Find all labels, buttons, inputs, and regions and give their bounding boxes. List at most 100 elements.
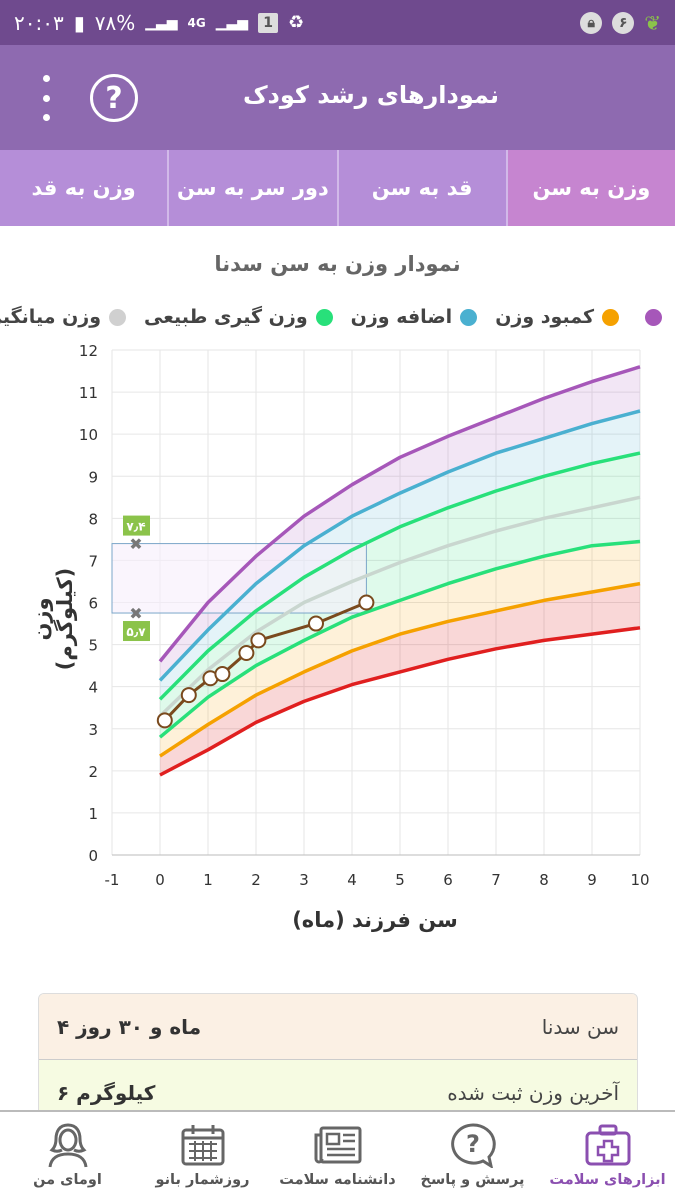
y-tick-label: 12 <box>79 342 98 360</box>
curve-p15 <box>159 581 641 758</box>
battery-icon: ▮ <box>73 10 85 35</box>
curve-p50 <box>158 495 641 718</box>
legend-item-normal[interactable]: وزن گیری طبیعی <box>144 306 333 328</box>
y-tick-label: 3 <box>88 721 98 739</box>
legend-item-underweight[interactable]: کمبود وزن <box>495 306 619 328</box>
curve-p3 <box>159 626 641 777</box>
y-tick-label: 0 <box>88 847 98 865</box>
measurement-point <box>358 594 375 611</box>
curve-p85 <box>158 409 641 682</box>
x-tick-label: 2 <box>251 871 261 889</box>
woman-avatar-icon <box>45 1120 91 1170</box>
x-tick-label: 1 <box>203 871 213 889</box>
x-tick-label: 4 <box>347 871 357 889</box>
overflow-menu-icon[interactable] <box>36 75 56 121</box>
nav-profile[interactable]: اومای من <box>0 1112 135 1202</box>
x-tick-label: 9 <box>587 871 597 889</box>
tab-weight-for-height[interactable]: وزن به قد <box>31 176 136 200</box>
nav-questions[interactable]: ? پرسش و پاسخ <box>405 1112 540 1202</box>
y-tick-label: 10 <box>79 426 98 444</box>
curve-p75 <box>158 451 641 701</box>
legend-dot-severe <box>645 308 662 326</box>
legend-label-average: وزن میانگین <box>0 306 102 328</box>
range-label-high: ۷٫۴ <box>126 520 145 534</box>
svg-text:?: ? <box>466 1130 480 1158</box>
y-tick-label: 4 <box>88 679 98 697</box>
nav-encyclopedia[interactable]: دانشنامه سلامت <box>270 1112 405 1202</box>
battery-level: ۷۸% <box>94 10 136 35</box>
curve-p25 <box>158 539 641 739</box>
bottom-navigation: ابزارهای سلامت ? پرسش و پاسخ دانشنامه سل… <box>0 1110 675 1202</box>
legend-dot-average <box>109 308 127 326</box>
x-tick-label: 6 <box>443 871 453 889</box>
question-bubble-icon: ? <box>449 1120 497 1170</box>
y-tick-label: 2 <box>88 763 98 781</box>
band-p25-p15 <box>160 541 640 757</box>
network-type: 4G <box>187 15 206 30</box>
recycle-icon: ♻ <box>288 12 305 33</box>
legend-dot-normal <box>315 308 333 326</box>
lock-icon: 🔒︎ <box>580 11 603 34</box>
measurement-point <box>308 615 324 632</box>
range-label-box-low <box>123 621 150 642</box>
legend-label-underweight: کمبود وزن <box>495 306 594 328</box>
help-icon[interactable]: ? <box>90 74 138 122</box>
chart-legend: کمبود وزن اضافه وزن وزن گیری طبیعی وزن م… <box>0 306 662 328</box>
age-value: ۴ ماه و ۳۰ روز <box>57 1014 202 1039</box>
range-marker-high: ✖ <box>129 535 142 554</box>
info-card: ۴ ماه و ۳۰ روز سن سدنا ۶ کیلوگرم آخرین و… <box>38 993 638 1127</box>
page-title: نمودارهای رشد کودک <box>242 81 499 109</box>
range-label-low: ۵٫۷ <box>126 625 146 639</box>
weight-label: آخرین وزن ثبت شده <box>447 1081 619 1105</box>
tab-height-for-age[interactable]: قد به سن <box>336 150 506 226</box>
y-tick-label: 1 <box>88 805 98 823</box>
y-tick-label: 11 <box>79 384 98 402</box>
legend-item-average[interactable]: وزن میانگین <box>0 306 127 328</box>
weight-value: ۶ کیلوگرم <box>57 1081 156 1105</box>
clock: ۲۰:۰۳ <box>14 10 64 35</box>
legend-dot-overweight <box>460 308 478 326</box>
measurement-point <box>156 712 173 729</box>
sim-badge: 1 <box>258 12 279 33</box>
measurement-point <box>250 632 267 649</box>
age-row: ۴ ماه و ۳۰ روز سن سدنا <box>39 994 637 1060</box>
tab-head-circumference-for-age[interactable]: دور سر به سن <box>167 150 336 226</box>
normal-range-box <box>111 543 367 614</box>
nav-calendar[interactable]: روزشمار بانو <box>135 1112 270 1202</box>
x-tick-label: -1 <box>105 871 120 889</box>
signal-icon: ▁▃▅ <box>145 14 178 31</box>
y-tick-label: 5 <box>88 637 98 655</box>
y-axis-title: وزن (کیلوگرم) <box>29 567 77 671</box>
nav-health-tools-label: ابزارهای سلامت <box>549 1172 666 1188</box>
signal-icon-2: ▁▃▅ <box>215 14 249 31</box>
age-label: سن سدنا <box>541 1014 619 1039</box>
measurement-point <box>214 666 231 683</box>
chart-title: نمودار وزن به سن سدنا <box>214 252 461 276</box>
tab-weight-for-age[interactable]: وزن به سن <box>505 150 675 226</box>
x-tick-label: 8 <box>539 871 549 889</box>
legend-label-overweight: اضافه وزن <box>350 306 453 328</box>
legend-dot-underweight <box>602 308 619 326</box>
x-tick-label: 7 <box>491 871 501 889</box>
y-tick-label: 8 <box>88 510 98 528</box>
status-bar: ۲۰:۰۳ ▮ ۷۸% ▁▃▅ 4G ▁▃▅ 1 ♻ 🔒︎ ۶ ❦ <box>0 0 675 45</box>
app-bar: ? نمودارهای رشد کودک <box>0 45 675 150</box>
nav-health-tools[interactable]: ابزارهای سلامت <box>540 1112 675 1202</box>
x-tick-label: 10 <box>630 871 649 889</box>
x-tick-label: 5 <box>395 871 405 889</box>
calendar-icon <box>180 1120 226 1170</box>
chart-tabs: وزن به سن قد به سن دور سر به سن وزن به ق… <box>0 150 675 226</box>
legend-item-severe[interactable] <box>637 308 662 326</box>
x-tick-label: 0 <box>155 871 165 889</box>
leaf-icon: ❦ <box>644 10 661 35</box>
legend-label-normal: وزن گیری طبیعی <box>144 306 308 328</box>
measurement-point <box>238 645 255 661</box>
measurement-point <box>180 687 197 704</box>
newspaper-icon <box>313 1120 363 1170</box>
notification-count: ۶ <box>612 11 635 34</box>
legend-item-overweight[interactable]: اضافه وزن <box>351 306 478 328</box>
range-label-box-high <box>123 515 150 536</box>
x-tick-label: 3 <box>299 871 309 889</box>
nav-encyclopedia-label: دانشنامه سلامت <box>279 1172 396 1188</box>
